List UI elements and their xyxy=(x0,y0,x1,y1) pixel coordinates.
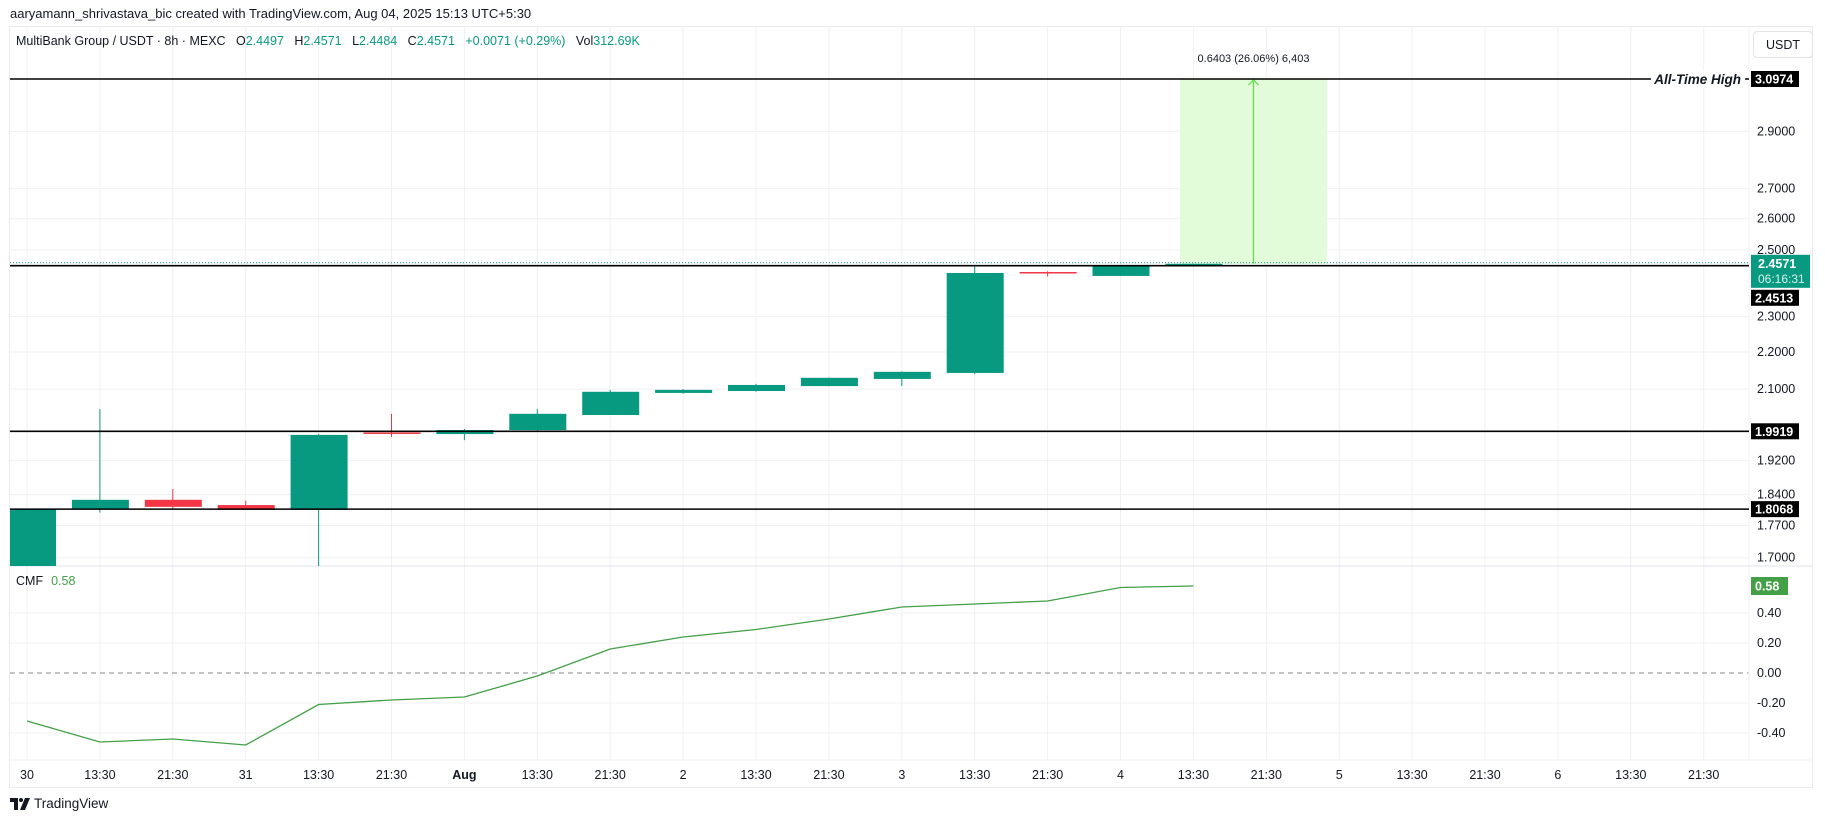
price-axis-label: 1.8400 xyxy=(1757,488,1795,502)
cmf-axis-label: 0.00 xyxy=(1757,666,1781,680)
time-axis-label: 21:30 xyxy=(1251,768,1282,782)
time-axis-label: 13:30 xyxy=(84,768,115,782)
bar-countdown-text: 06:16:31 xyxy=(1758,272,1805,286)
price-axis-label: 2.6000 xyxy=(1757,212,1795,226)
candle-body[interactable] xyxy=(290,434,348,510)
level-label-bg xyxy=(1651,70,1745,88)
candle-body[interactable] xyxy=(655,389,713,393)
time-axis-label: 31 xyxy=(239,768,253,782)
time-axis-label: 2 xyxy=(680,768,687,782)
cmf-name: CMF xyxy=(16,574,44,588)
open-label: O xyxy=(235,34,246,48)
tradingview-logo-icon xyxy=(10,797,30,810)
candle-body[interactable] xyxy=(1092,266,1150,276)
price-axis-label: 2.1000 xyxy=(1757,382,1795,396)
candle-body[interactable] xyxy=(582,391,640,415)
candle-body[interactable] xyxy=(0,509,56,566)
time-axis-label: 13:30 xyxy=(1178,768,1209,782)
time-axis-label: 4 xyxy=(1117,768,1124,782)
close-value: 2.4571 xyxy=(416,34,455,48)
high-value: 2.4571 xyxy=(303,34,342,48)
time-axis-label: 30 xyxy=(20,768,34,782)
cmf-axis-label: 0.40 xyxy=(1757,606,1781,620)
candle-body[interactable] xyxy=(509,413,567,431)
cmf-axis-label: 0.20 xyxy=(1757,636,1781,650)
time-axis-label: 13:30 xyxy=(522,768,553,782)
level-price-tag xyxy=(1751,423,1799,440)
volume-label: Vol xyxy=(575,34,594,48)
price-axis-label: 2.7000 xyxy=(1757,182,1795,196)
candle-body[interactable] xyxy=(800,377,858,387)
cmf-value-tag-text: 0.58 xyxy=(1755,580,1779,594)
time-axis-label: 21:30 xyxy=(376,768,407,782)
level-price-text: 1.8068 xyxy=(1755,503,1793,517)
level-label: All-Time High xyxy=(1653,72,1741,87)
cmf-axis-label: -0.20 xyxy=(1757,696,1786,710)
measure-label: 0.6403 (26.06%) 6,403 xyxy=(1198,53,1310,65)
symbol-legend: MultiBank Group / USDT · 8h · MEXC O2.44… xyxy=(16,34,640,48)
time-axis-label: 21:30 xyxy=(1032,768,1063,782)
time-axis-label: 13:30 xyxy=(1615,768,1646,782)
level-price-tag xyxy=(1751,289,1799,306)
candle-body[interactable] xyxy=(873,371,931,379)
last-price-text: 2.4571 xyxy=(1758,257,1796,271)
price-axis-label: 1.7700 xyxy=(1757,519,1795,533)
time-axis-label: 13:30 xyxy=(1396,768,1427,782)
currency-button[interactable]: USDT xyxy=(1753,31,1813,58)
candles xyxy=(0,263,1223,566)
candle-body[interactable] xyxy=(946,272,1004,373)
time-axis-label: 6 xyxy=(1554,768,1561,782)
level-price-tag xyxy=(1751,71,1799,87)
time-axis-label: 13:30 xyxy=(959,768,990,782)
level-price-tag xyxy=(1751,501,1799,518)
cmf-pane xyxy=(26,585,1194,746)
time-axis-label: 5 xyxy=(1336,768,1343,782)
volume-value: 312.69K xyxy=(593,34,640,48)
arrow-up-icon xyxy=(1248,79,1259,86)
candle-body[interactable] xyxy=(144,499,202,507)
chart-frame xyxy=(9,26,1813,788)
symbol-title[interactable]: MultiBank Group / USDT · 8h · MEXC xyxy=(16,34,226,48)
time-axis-label: 13:30 xyxy=(303,768,334,782)
tradingview-logo[interactable]: TradingView xyxy=(10,796,108,811)
candle-body[interactable] xyxy=(1019,271,1077,274)
candle-body[interactable] xyxy=(217,505,275,510)
level-price-text: 2.4513 xyxy=(1755,291,1793,305)
tradingview-logo-text: TradingView xyxy=(34,796,109,811)
time-axis-label: 21:30 xyxy=(1688,768,1719,782)
time-axis-label: 21:30 xyxy=(157,768,188,782)
low-value: 2.4484 xyxy=(359,34,398,48)
cmf-legend[interactable]: CMF 0.58 xyxy=(16,574,75,588)
time-axis-label: 21:30 xyxy=(1469,768,1500,782)
change-value: +0.0071 (+0.29%) xyxy=(465,34,566,48)
candle-body[interactable] xyxy=(71,499,129,510)
chart-credit: aaryamann_shrivastava_bic created with T… xyxy=(10,6,532,21)
last-price-tag xyxy=(1751,254,1810,288)
price-axis-label: 1.7000 xyxy=(1757,551,1795,565)
level-price-text: 3.0974 xyxy=(1755,73,1793,87)
level-price-text: 1.9919 xyxy=(1755,425,1793,439)
time-axis-label: Aug xyxy=(452,768,476,782)
cmf-value: 0.58 xyxy=(51,574,76,588)
cmf-axis-label: -0.40 xyxy=(1757,726,1786,740)
candle-body[interactable] xyxy=(728,384,785,392)
price-axis-label: 2.5000 xyxy=(1757,243,1795,257)
time-axis-label: 13:30 xyxy=(740,768,771,782)
time-axis-label: 21:30 xyxy=(813,768,844,782)
high-label: H xyxy=(294,34,304,48)
price-axis-label: 2.9000 xyxy=(1757,125,1795,139)
close-label: C xyxy=(407,34,417,48)
low-label: L xyxy=(352,34,360,48)
price-axis-label: 2.3000 xyxy=(1757,310,1795,324)
price-axis-label: 1.9200 xyxy=(1757,454,1795,468)
time-axis-label: 3 xyxy=(898,768,905,782)
candle-body[interactable] xyxy=(363,432,421,434)
cmf-value-tag xyxy=(1751,577,1788,595)
price-axis-label: 2.2000 xyxy=(1757,345,1795,359)
time-axis-label: 21:30 xyxy=(595,768,626,782)
open-value: 2.4497 xyxy=(245,34,284,48)
